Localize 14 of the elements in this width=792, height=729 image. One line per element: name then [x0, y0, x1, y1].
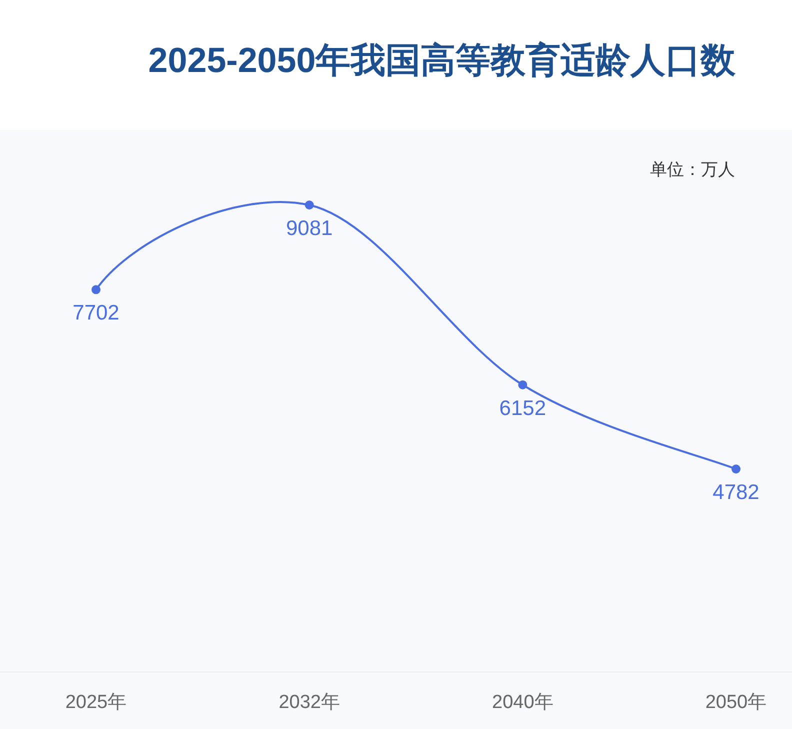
point [304, 200, 314, 210]
chart-title: 2025-2050年我国高等教育适龄人口数 [148, 40, 737, 80]
data-label: 6152 [499, 396, 546, 420]
x-tick-label: 2050年 [705, 692, 767, 713]
x-tick-label: 2040年 [492, 692, 554, 713]
text: 单位：万人 [650, 160, 735, 179]
point [92, 285, 100, 294]
x-tick-label: 2032年 [278, 692, 340, 713]
data-label: 7702 [72, 302, 120, 325]
point [732, 464, 740, 474]
point [518, 380, 528, 390]
data-label: 9081 [286, 217, 333, 240]
x-tick-label: 2025年 [65, 692, 127, 713]
data-label: 4782 [712, 481, 760, 504]
